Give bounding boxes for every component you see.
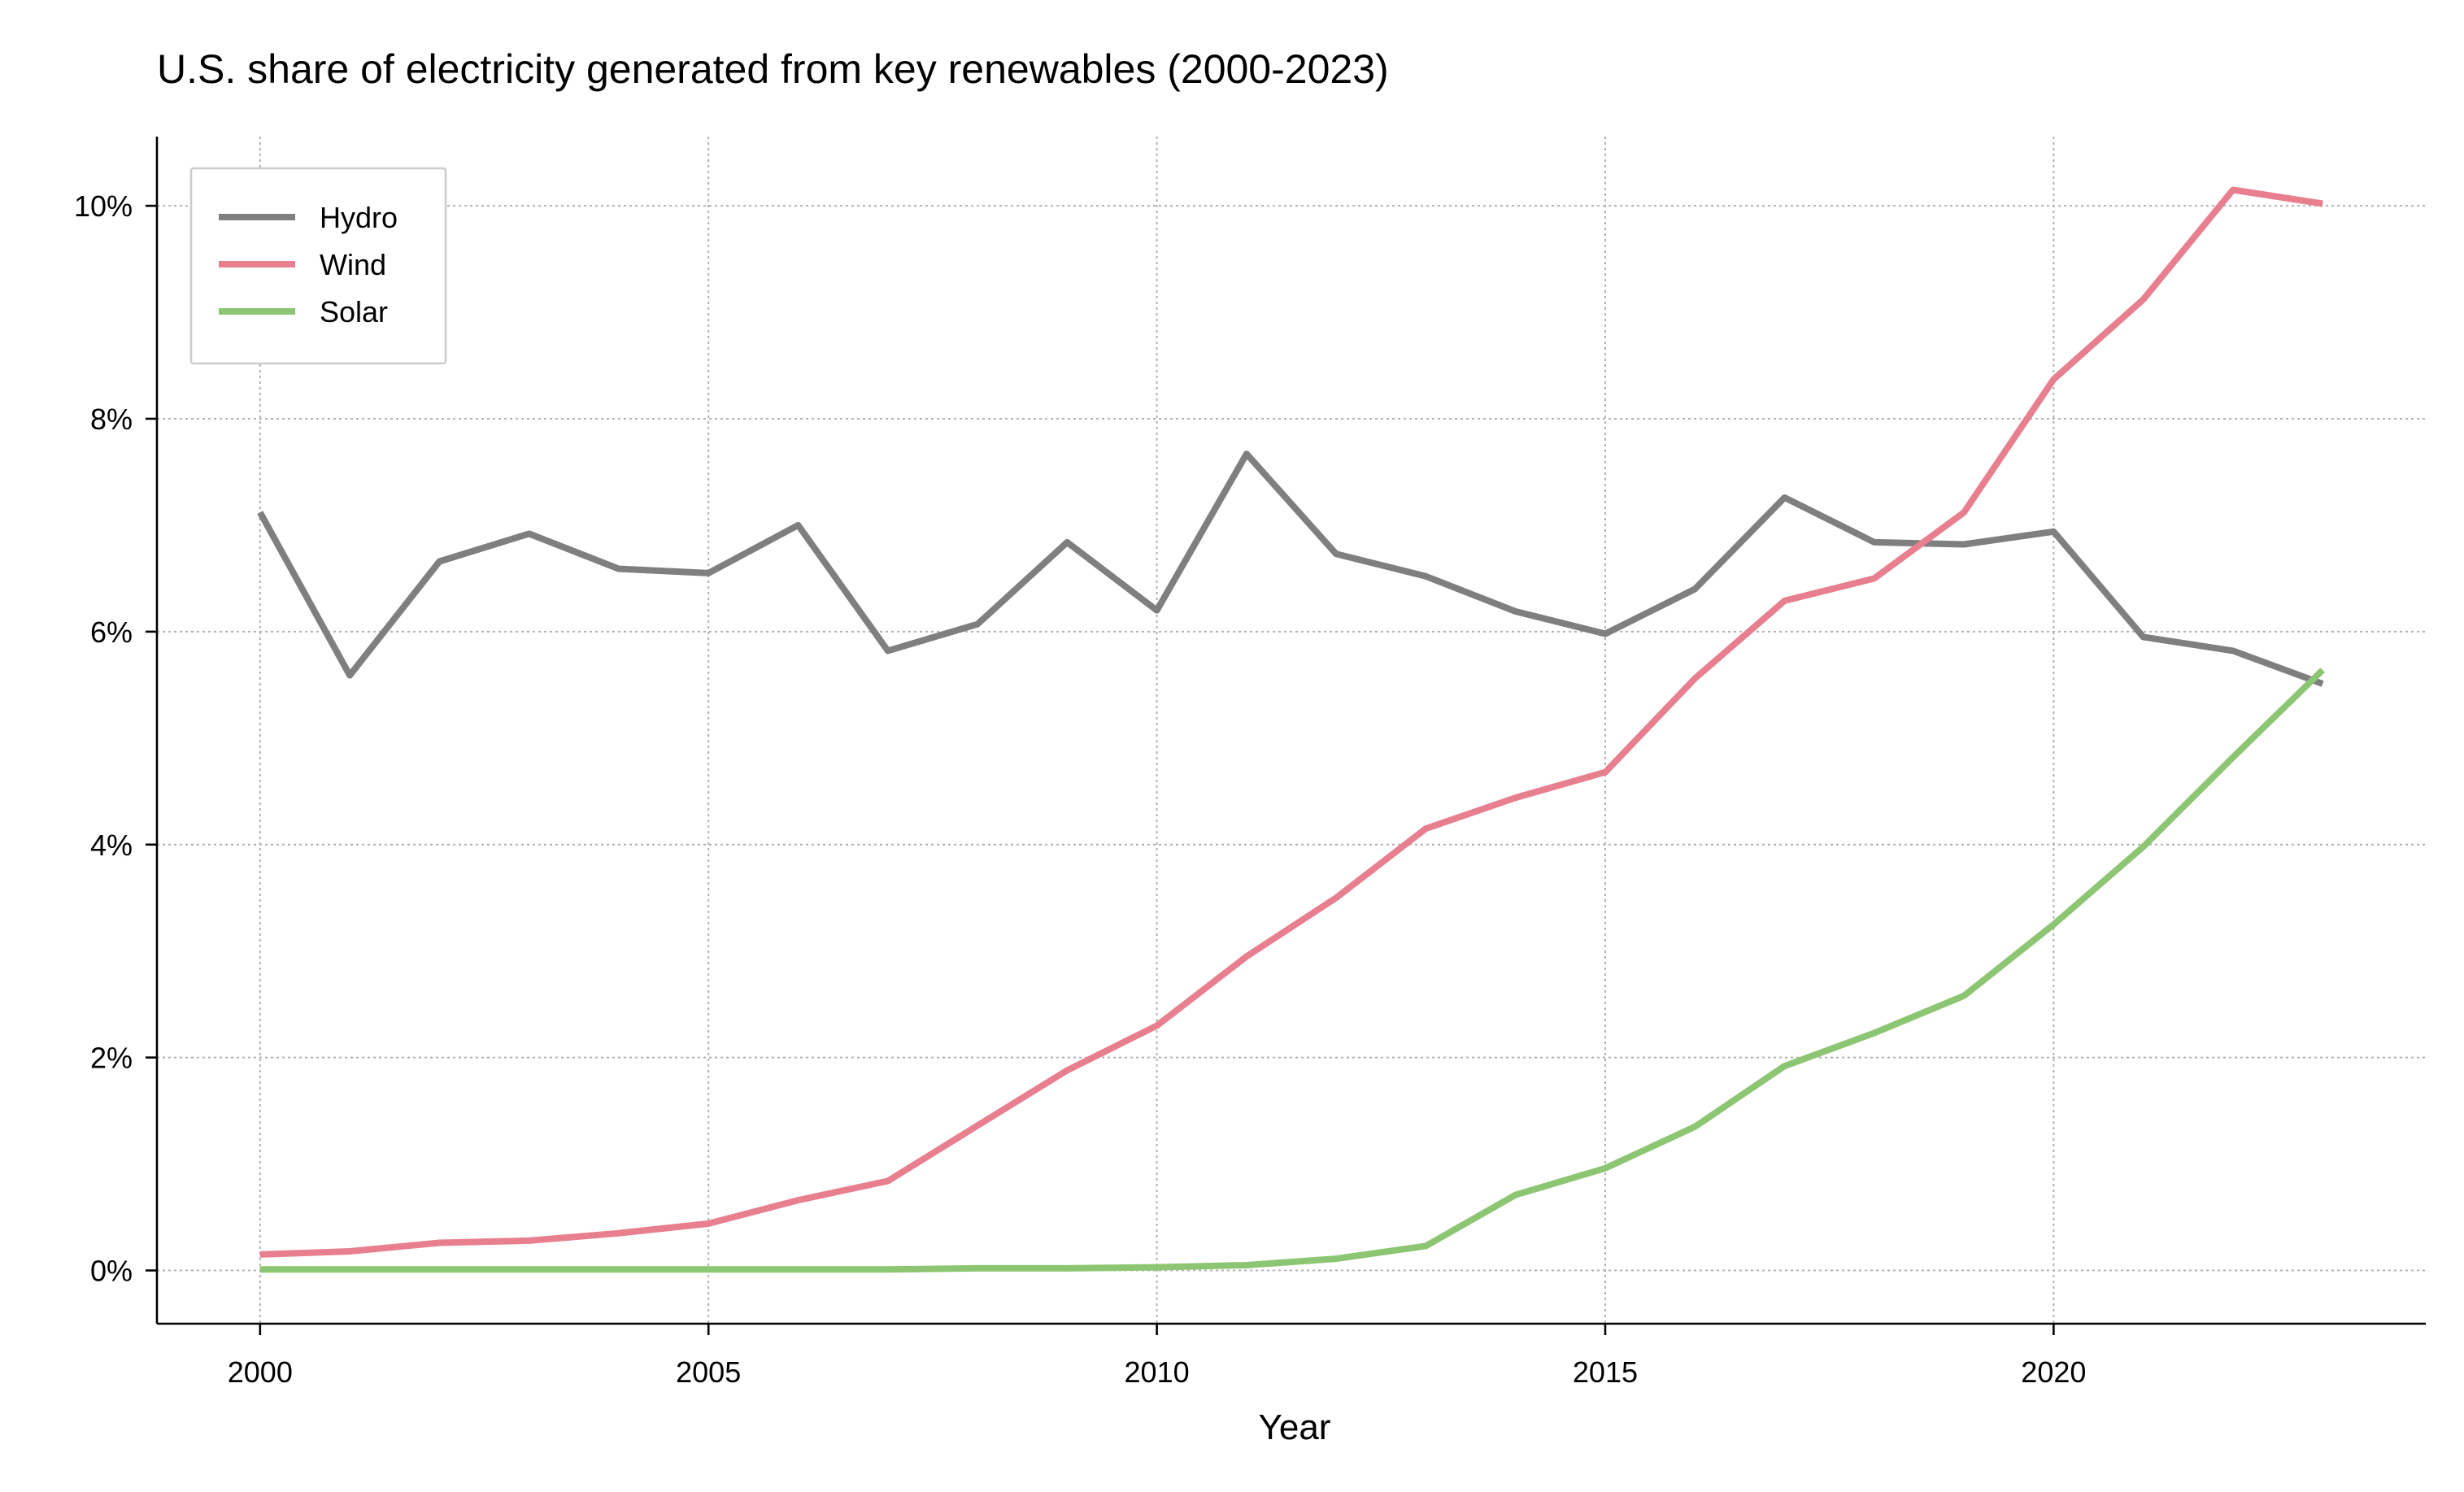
y-tick-label: 0%: [90, 1255, 133, 1288]
series-line-wind: [259, 186, 2323, 1258]
x-tick-label: 2020: [2021, 1355, 2086, 1389]
series-line-hydro: [257, 450, 2324, 687]
x-tick-label: 2000: [228, 1355, 293, 1389]
x-tick-label: 2010: [1125, 1355, 1190, 1389]
legend-label-solar: Solar: [320, 295, 388, 328]
grid: [157, 137, 2426, 1324]
x-tick-label: 2005: [676, 1355, 741, 1389]
chart-title: U.S. share of electricity generated from…: [157, 46, 1389, 92]
series-line-solar: [259, 668, 2325, 1273]
y-tick-label: 8%: [90, 402, 133, 436]
legend: Hydro Wind Solar: [189, 167, 447, 365]
y-tick-label: 6%: [90, 616, 133, 649]
y-tick-label: 4%: [90, 829, 133, 862]
axes: 2000 2005 2010 2015 2020 0% 2% 4% 6% 8% 10%: [74, 137, 2426, 1389]
series-lines: [257, 186, 2325, 1273]
legend-label-hydro: Hydro: [320, 201, 398, 234]
x-tick-label: 2015: [1573, 1355, 1638, 1389]
legend-label-wind: Wind: [320, 248, 386, 281]
x-axis-label: Year: [1259, 1407, 1331, 1447]
y-tick-label: 2%: [90, 1042, 133, 1075]
y-tick-label: 10%: [74, 189, 133, 223]
